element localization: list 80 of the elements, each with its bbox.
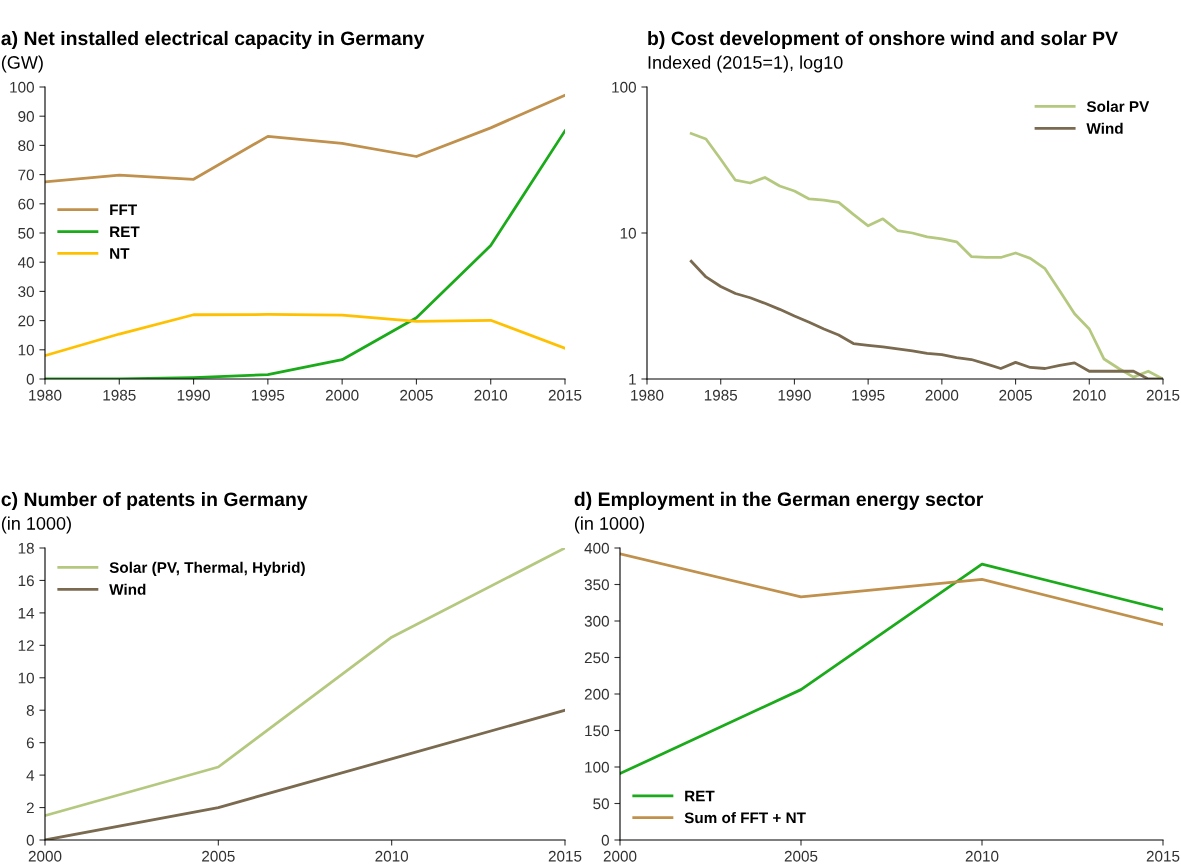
x-tick-label: 2005 xyxy=(400,389,433,401)
legend-label: Sum of FFT + NT xyxy=(684,812,806,824)
y-tick-label: 1 xyxy=(629,374,636,385)
y-tick-label: 12 xyxy=(18,640,34,651)
x-tick-label: 2015 xyxy=(1146,850,1180,862)
chart-title: d) Employment in the German energy sector xyxy=(574,491,984,511)
y-tick-label: 200 xyxy=(584,688,609,700)
y-tick-label: 10 xyxy=(620,227,636,239)
y-tick-label: 60 xyxy=(18,198,34,210)
legend-label: NT xyxy=(110,248,130,259)
x-tick-label: 2005 xyxy=(784,850,818,862)
legend-label: Wind xyxy=(109,583,146,595)
y-tick-label: 150 xyxy=(585,725,609,737)
x-tick-label: 2010 xyxy=(474,389,508,401)
chart-subtitle: (in 1000) xyxy=(1,516,71,534)
line-series xyxy=(45,548,565,818)
y-tick-label: 0 xyxy=(26,834,34,846)
line-series xyxy=(689,132,1163,379)
legend-label: RET xyxy=(685,790,715,802)
y-tick-label: 6 xyxy=(26,737,34,749)
y-tick-label: 50 xyxy=(593,798,609,810)
chart-subtitle: Indexed (2015=1), log10 xyxy=(648,55,843,73)
chart-subtitle: (GW) xyxy=(1,55,43,73)
y-tick-label: 16 xyxy=(18,575,34,587)
y-tick-label: 10 xyxy=(18,344,34,356)
x-tick-label: 2010 xyxy=(1073,389,1106,401)
y-tick-label: 4 xyxy=(26,770,35,781)
line-series xyxy=(45,313,565,358)
y-tick-label: 0 xyxy=(601,834,609,846)
x-tick-label: 2005 xyxy=(999,389,1032,401)
chart-subtitle: (in 1000) xyxy=(574,516,644,534)
x-tick-label: 2010 xyxy=(375,850,409,862)
legend-label: Solar (PV, Thermal, Hybrid) xyxy=(109,561,305,576)
chart-title: b) Cost development of onshore wind and solar PV xyxy=(648,30,1118,50)
y-tick-label: 18 xyxy=(18,542,34,554)
y-tick-label: 0 xyxy=(26,373,34,385)
y-tick-label: 30 xyxy=(18,286,34,298)
x-tick-label: 2005 xyxy=(202,850,235,862)
x-tick-label: 2000 xyxy=(603,850,637,862)
chart-title: c) Number of patents in Germany xyxy=(1,491,308,511)
y-tick-label: 20 xyxy=(18,315,34,327)
legend-label: RET xyxy=(110,226,140,237)
y-tick-label: 10 xyxy=(18,672,34,684)
x-tick-label: 2015 xyxy=(1146,389,1180,401)
x-tick-label: 1990 xyxy=(778,389,811,401)
legend-label: FFT xyxy=(110,204,137,216)
y-tick-label: 300 xyxy=(584,615,609,627)
y-tick-label: 70 xyxy=(18,169,34,181)
x-tick-label: 1995 xyxy=(852,389,885,401)
x-tick-label: 2000 xyxy=(325,389,359,401)
chart-title: a) Net installed electrical capacity in Germany xyxy=(1,30,425,50)
y-tick-label: 40 xyxy=(17,257,34,268)
y-tick-label: 400 xyxy=(584,542,609,554)
line-series xyxy=(45,93,565,184)
legend-label: Wind xyxy=(1086,122,1123,134)
x-tick-label: 2010 xyxy=(965,850,999,862)
y-tick-label: 90 xyxy=(18,111,34,122)
y-tick-label: 100 xyxy=(612,81,636,93)
line-series xyxy=(620,562,1163,775)
x-tick-label: 2015 xyxy=(548,389,582,401)
x-tick-label: 1985 xyxy=(704,389,738,401)
line-series xyxy=(620,552,1163,627)
x-tick-label: 1980 xyxy=(631,389,664,401)
y-tick-label: 8 xyxy=(26,705,34,716)
y-tick-label: 80 xyxy=(18,140,34,152)
x-tick-label: 1980 xyxy=(29,389,62,401)
y-tick-label: 50 xyxy=(18,227,34,239)
x-tick-label: 1995 xyxy=(252,389,285,401)
y-tick-label: 250 xyxy=(584,652,609,664)
x-tick-label: 2015 xyxy=(548,850,582,862)
x-tick-label: 1985 xyxy=(103,389,136,401)
legend-label: Solar PV xyxy=(1086,100,1150,112)
y-tick-label: 14 xyxy=(18,607,35,619)
y-tick-label: 100 xyxy=(585,761,609,773)
y-tick-label: 2 xyxy=(26,802,34,814)
y-tick-label: 350 xyxy=(584,579,609,591)
x-tick-label: 2000 xyxy=(925,389,959,401)
x-tick-label: 1990 xyxy=(177,389,210,401)
y-tick-label: 100 xyxy=(10,81,34,93)
x-tick-label: 2000 xyxy=(28,850,62,862)
